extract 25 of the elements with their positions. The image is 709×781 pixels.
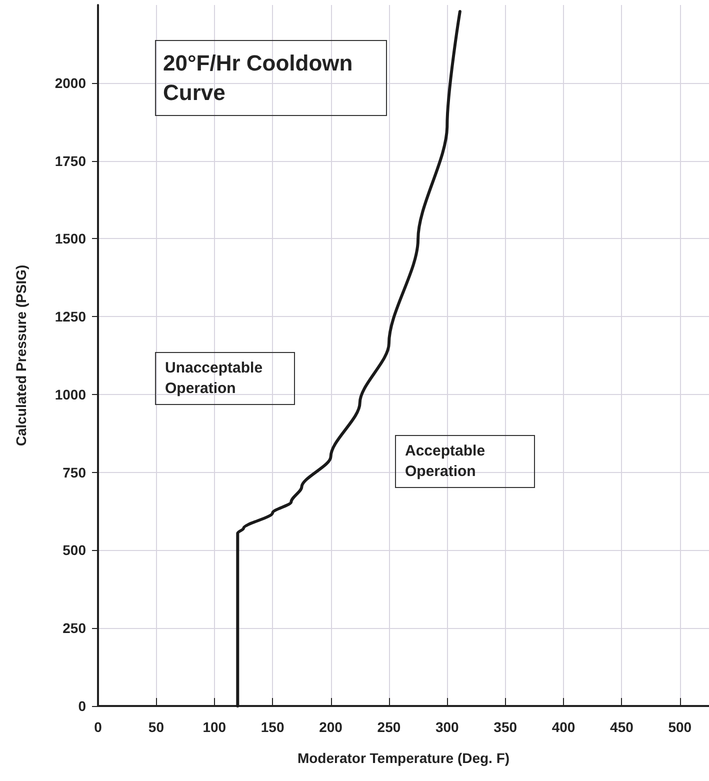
text: 20°F/Hr Cooldown Curve (163, 50, 359, 106)
x-tick-label: 300 (435, 719, 460, 735)
x-tick-label: 250 (377, 719, 401, 735)
y-tick-label: 1250 (54, 308, 86, 325)
y-tick-label: 1500 (54, 230, 86, 247)
x-tick-label: 350 (494, 719, 518, 735)
x-tick-label: 50 (148, 719, 164, 735)
x-tick-label: 200 (319, 719, 343, 735)
annotation: Unacceptable Operation (165, 360, 267, 397)
y-tick-label: 0 (78, 698, 86, 714)
y-tick-label: 750 (62, 464, 86, 480)
y-tick-label: 1750 (54, 152, 86, 169)
x-tick-label: 100 (202, 719, 226, 735)
x-tick-label: 400 (552, 719, 576, 735)
x-tick-label: 150 (260, 719, 284, 735)
x-tick-label: 450 (610, 719, 634, 735)
annotation: Acceptable Operation (405, 442, 490, 480)
y-tick-label: 1000 (54, 386, 86, 402)
x-tick-label: 500 (668, 719, 692, 735)
y-tick-label: 500 (62, 542, 86, 558)
y-axis-title: Calculated Pressure (PSIG) (13, 264, 29, 446)
x-tick-label: 0 (94, 719, 102, 735)
y-tick-label: 2000 (54, 74, 86, 91)
y-tick-label: 250 (62, 620, 86, 636)
x-axis-title: Moderator Temperature (Deg. F) (297, 750, 510, 766)
